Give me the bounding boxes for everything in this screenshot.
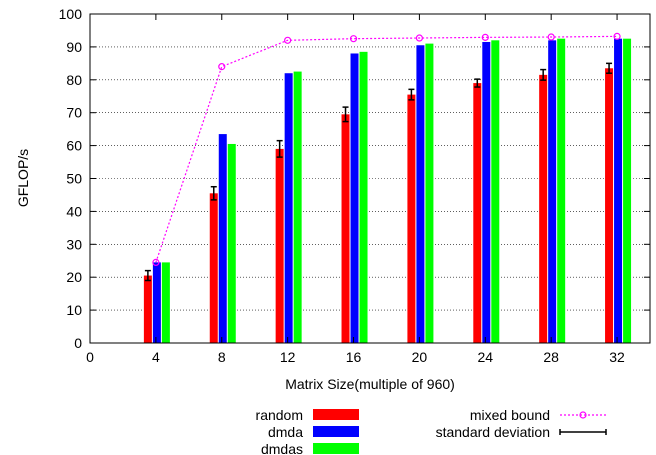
- x-tick-label: 0: [86, 349, 94, 365]
- bar-dmdas: [227, 143, 236, 343]
- x-tick-label: 8: [218, 349, 226, 365]
- bar-random: [473, 83, 482, 343]
- bar-dmda: [416, 45, 425, 343]
- mixed-bound-point: [218, 63, 226, 71]
- bar-dmda: [548, 40, 557, 343]
- mixed-bound-line: [155, 35, 618, 263]
- bar-random: [539, 74, 548, 344]
- y-axis-label: GFLOP/s: [15, 149, 31, 207]
- x-axis-label: Matrix Size(multiple of 960): [285, 376, 455, 392]
- y-tick-label: 80: [66, 72, 82, 88]
- y-tick-label: 30: [66, 236, 82, 252]
- y-tick-label: 0: [74, 335, 82, 351]
- y-tick-label: 50: [66, 171, 82, 187]
- legend-swatch-dmda: [313, 426, 359, 437]
- x-tick-label: 28: [543, 349, 559, 365]
- legend-label-random: random: [256, 407, 303, 423]
- bar-dmda: [152, 262, 161, 343]
- mixed-bound-point: [284, 36, 292, 44]
- y-tick-label: 90: [66, 39, 82, 55]
- legend-label-mixed-bound: mixed bound: [470, 407, 550, 423]
- bar-random: [605, 68, 614, 343]
- bar-dmdas: [293, 71, 302, 343]
- bar-random: [275, 148, 284, 343]
- bar-dmdas: [359, 51, 368, 344]
- y-tick-label: 100: [59, 6, 83, 22]
- grid-lines: [90, 46, 650, 311]
- bar-random: [143, 275, 152, 343]
- bar-dmdas: [491, 40, 500, 343]
- axes: 0 10 20 30 40 50 60 70 80 90 100 0 4 8 12 16 20 24 28 32: [59, 6, 650, 365]
- bar-dmdas: [425, 43, 434, 344]
- mixed-bound-point: [613, 32, 621, 40]
- bars: [143, 38, 632, 344]
- x-tick-label: 16: [346, 349, 362, 365]
- legend-label-dmdas: dmdas: [261, 441, 303, 455]
- y-tick-label: 70: [66, 105, 82, 121]
- legend-label-dmda: dmda: [268, 424, 303, 440]
- legend-swatch-dmdas: [313, 443, 359, 454]
- y-tick-label: 10: [66, 302, 82, 318]
- mixed-bound-point: [349, 35, 358, 43]
- legend-label-standard-deviation: standard deviation: [436, 424, 550, 440]
- bar-random: [209, 193, 218, 343]
- x-tick-label: 4: [152, 349, 160, 365]
- x-tick-label: 32: [609, 349, 625, 365]
- mixed-bound-point: [415, 34, 424, 42]
- bar-dmda: [218, 134, 227, 343]
- bar-random: [407, 94, 416, 343]
- x-tick-label: 20: [412, 349, 428, 365]
- bar-dmda: [284, 73, 293, 343]
- bar-dmdas: [623, 38, 632, 344]
- mixed-bound-point: [481, 33, 489, 41]
- y-tick-label: 60: [66, 138, 82, 154]
- x-tick-label: 12: [280, 349, 296, 365]
- bar-dmdas: [557, 38, 566, 344]
- bar-dmdas: [161, 262, 170, 343]
- y-tick-label: 20: [66, 269, 82, 285]
- error-bars: [144, 62, 613, 282]
- mixed-bound-point: [547, 33, 555, 41]
- bar-dmda: [482, 41, 491, 344]
- bar-random: [341, 114, 350, 343]
- bar-dmda: [614, 38, 623, 344]
- y-tick-label: 40: [66, 203, 82, 219]
- bar-dmda: [350, 53, 359, 343]
- legend-swatch-random: [313, 409, 359, 420]
- mixed-bound-point: [152, 258, 160, 266]
- legend-marker-mixed-bound: [579, 411, 587, 419]
- mixed-bound-line-layer: [152, 32, 621, 266]
- x-tick-label: 24: [478, 349, 494, 365]
